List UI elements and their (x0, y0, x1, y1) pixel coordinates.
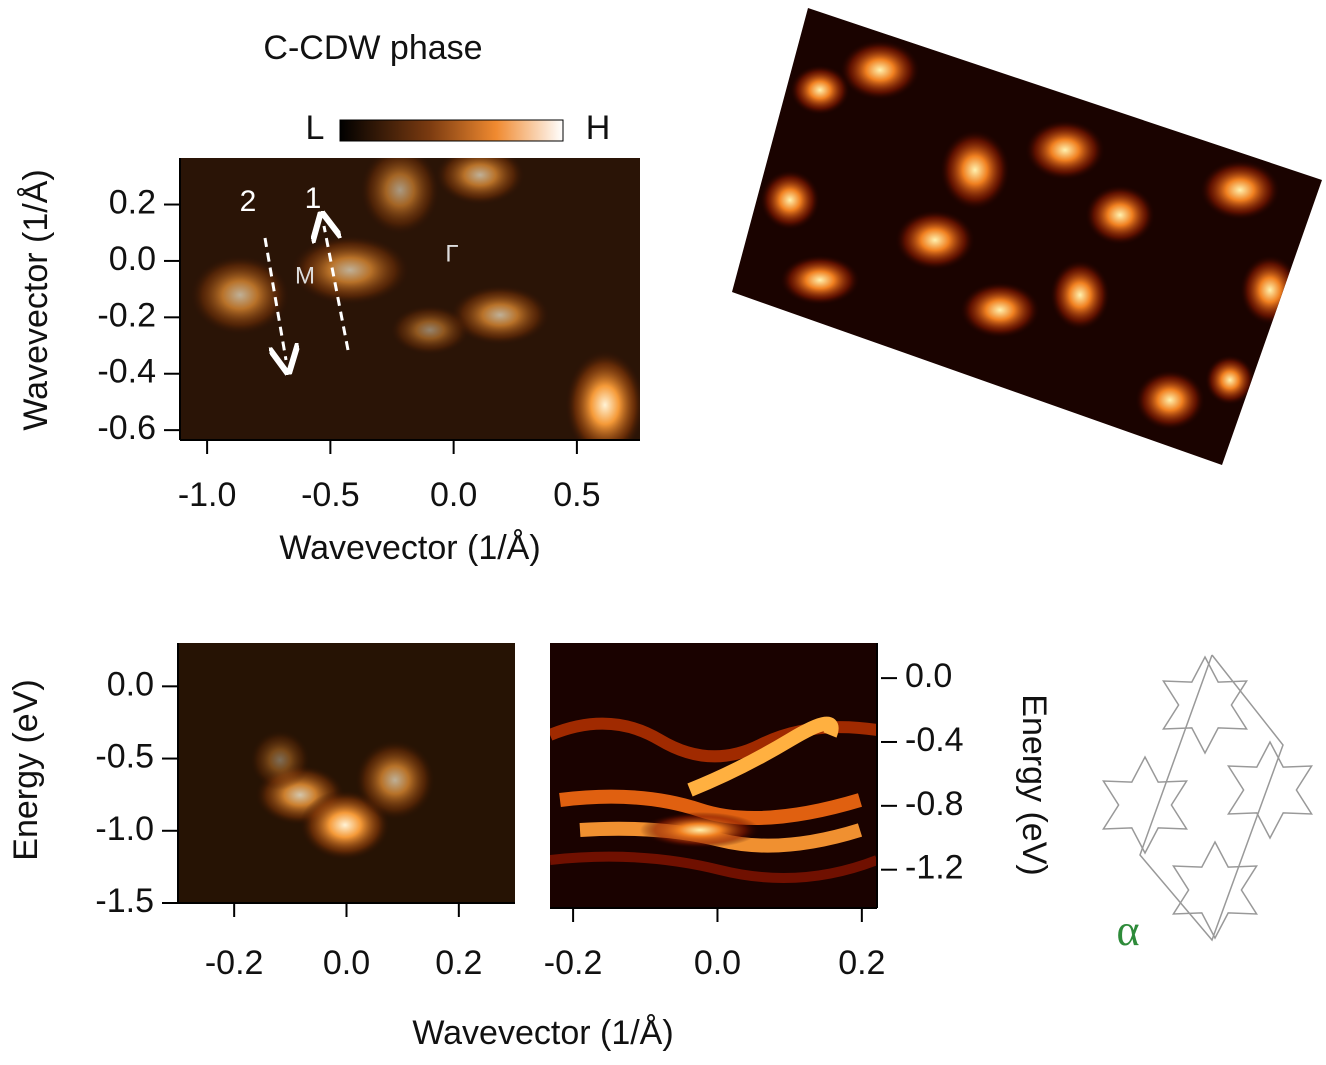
x-tick-label: 0.2 (838, 944, 885, 982)
annotation: 2 (240, 185, 257, 218)
panel-title: C-CDW phase (263, 29, 482, 67)
y-tick-label: -1.0 (95, 810, 154, 848)
y-tick-label: -0.6 (97, 409, 156, 447)
star (1103, 757, 1186, 853)
y-tick-label: 0.0 (107, 665, 154, 703)
annotation: Γ (445, 240, 458, 267)
star (1163, 657, 1246, 753)
star (1173, 842, 1256, 938)
figure: C-CDW phase L H α Wavevector (1/Å) -1.0-… (0, 0, 1326, 1060)
y-axis-label: Wavevector (1/Å) (17, 169, 55, 430)
y-axis-label: Energy (eV) (1015, 694, 1053, 875)
calc-map (550, 643, 877, 908)
y-tick-label: -1.2 (905, 849, 964, 887)
lattice-label: α (1116, 906, 1139, 955)
lattice-diagram (1103, 655, 1311, 940)
x-axis-label: Wavevector (1/Å) (412, 1014, 673, 1052)
x-tick-label: -0.5 (301, 476, 360, 514)
annotation: M (295, 262, 315, 289)
lattice-cell (1140, 655, 1283, 940)
x-tick-label: 0.0 (430, 476, 477, 514)
y-tick-label: -0.8 (905, 785, 964, 823)
y-tick-label: -1.5 (95, 882, 154, 920)
x-tick-label: 0.0 (694, 944, 741, 982)
y-tick-label: -0.4 (905, 721, 964, 759)
x-tick-label: -0.2 (544, 944, 603, 982)
y-tick-label: 0.0 (905, 657, 952, 695)
arpes-map (178, 643, 515, 903)
x-axis-label: Wavevector (1/Å) (279, 529, 540, 567)
colorbar-label: H (586, 109, 611, 147)
x-tick-label: 0.0 (323, 944, 370, 982)
x-tick-label: 0.2 (435, 944, 482, 982)
y-tick-label: -0.2 (97, 296, 156, 334)
y-tick-label: -0.5 (95, 738, 154, 776)
x-tick-label: 0.5 (553, 476, 600, 514)
x-tick-label: -1.0 (178, 476, 237, 514)
star (1228, 742, 1311, 838)
y-tick-label: 0.0 (109, 240, 156, 278)
y-tick-label: 0.2 (109, 184, 156, 222)
x-tick-label: -0.2 (205, 944, 264, 982)
annotation: 1 (305, 182, 322, 215)
colorbar-label: L (306, 109, 325, 147)
y-axis-label: Energy (eV) (7, 679, 45, 860)
cdw-simulation (732, 8, 1322, 465)
colorbar (340, 120, 563, 141)
y-tick-label: -0.4 (97, 353, 156, 391)
